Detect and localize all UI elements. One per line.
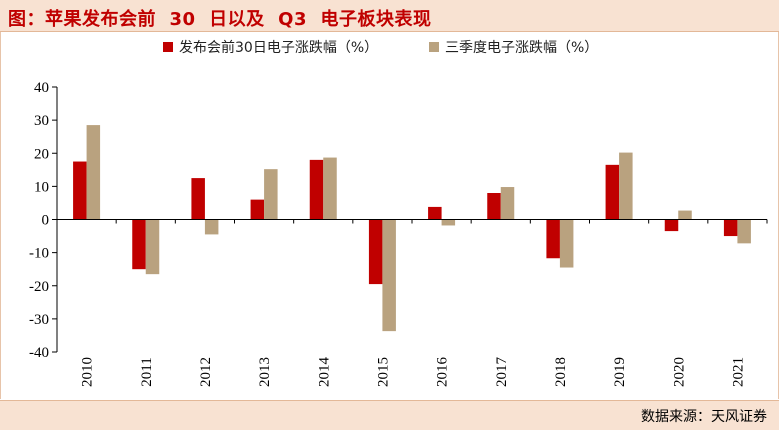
y-tick-label: 0 (42, 213, 50, 229)
bar-2013-series-2 (264, 169, 278, 220)
bar-2011-series-2 (145, 219, 160, 275)
legend-label-1: 发布会前30日电子涨跌幅（%） (179, 39, 378, 56)
y-tick-label: 40 (34, 80, 49, 96)
bar-chart: 发布会前30日电子涨跌幅（%） 三季度电子涨跌幅（%）403020100-10-2… (29, 39, 768, 388)
x-tick-label-2010: 2010 (80, 357, 96, 387)
x-tick-label-2015: 2015 (375, 357, 391, 387)
bar-2016-series-1 (428, 206, 442, 220)
bar-2019-series-2 (619, 152, 633, 220)
title-bar: 图：苹果发布会前 30 日以及 Q3 电子板块表现 (0, 0, 779, 32)
bar-2015-series-2 (382, 219, 396, 332)
y-tick-label: 10 (34, 179, 49, 195)
y-tick-label: -30 (29, 312, 49, 328)
x-tick-label-2013: 2013 (257, 357, 273, 387)
bar-2010-series-1 (73, 161, 87, 220)
footer-bar: 数据来源：天风证券 (0, 400, 779, 430)
bar-2014-series-1 (309, 159, 324, 220)
x-tick-label-2012: 2012 (198, 357, 214, 387)
bar-2020-series-1 (664, 219, 679, 232)
bar-2017-series-1 (487, 193, 501, 220)
x-tick-label-2018: 2018 (553, 357, 569, 387)
x-tick-label-2017: 2017 (494, 357, 510, 388)
legend-swatch-1 (163, 42, 173, 52)
x-tick-label-2021: 2021 (730, 357, 746, 387)
bar-2018-series-2 (559, 219, 574, 268)
bar-2011-series-1 (132, 219, 146, 270)
bar-2018-series-1 (546, 219, 560, 259)
legend-label-2: 三季度电子涨跌幅（%） (445, 40, 598, 56)
page-title: 图：苹果发布会前 30 日以及 Q3 电子板块表现 (8, 9, 432, 30)
bar-2021-series-2 (737, 219, 751, 244)
bar-2010-series-2 (86, 125, 101, 220)
bar-2021-series-1 (723, 219, 738, 237)
bar-2012-series-1 (191, 178, 205, 220)
bar-2015-series-1 (368, 219, 383, 285)
bar-2016-series-2 (441, 219, 456, 226)
y-tick-label: 20 (34, 146, 49, 162)
y-tick-label: 30 (34, 113, 49, 129)
data-source: 数据来源：天风证券 (641, 409, 767, 425)
bar-2014-series-2 (323, 157, 337, 220)
x-tick-label-2016: 2016 (435, 357, 451, 388)
x-tick-label-2011: 2011 (139, 357, 155, 386)
y-tick-label: -20 (29, 279, 49, 295)
chart-frame: 发布会前30日电子涨跌幅（%） 三季度电子涨跌幅（%） 40 30 20 10 0 -10 -2… (0, 32, 779, 399)
bar-2019-series-1 (605, 164, 620, 220)
y-tick-label: -40 (29, 345, 49, 361)
bar-2013-series-1 (250, 199, 265, 220)
y-tick-label: -10 (29, 246, 49, 262)
x-tick-label-2014: 2014 (316, 357, 332, 388)
x-tick-label-2020: 2020 (671, 357, 687, 387)
bar-2017-series-2 (500, 187, 515, 220)
legend-swatch-2 (429, 42, 439, 52)
bar-2020-series-2 (678, 210, 692, 220)
bar-2012-series-2 (204, 219, 219, 235)
x-tick-label-2019: 2019 (612, 357, 628, 387)
